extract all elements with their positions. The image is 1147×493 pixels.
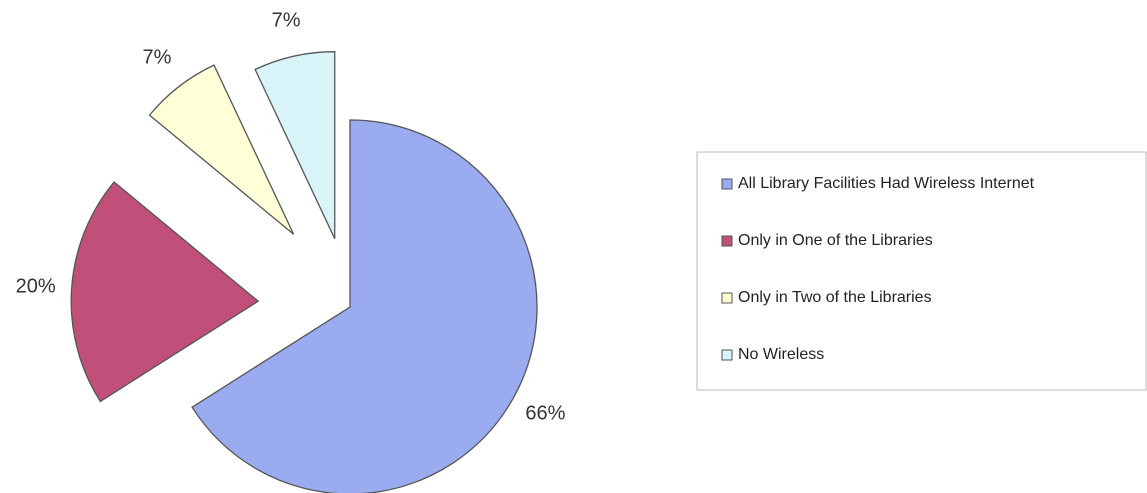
data-label: 7%	[142, 46, 171, 68]
data-label: 7%	[272, 9, 301, 31]
pie-slice	[191, 119, 538, 493]
pie-slice	[148, 64, 295, 235]
legend-label: Only in One of the Libraries	[738, 232, 933, 249]
legend-label: Only in Two of the Libraries	[738, 289, 932, 306]
legend-swatch	[721, 292, 733, 304]
data-label: 20%	[16, 276, 56, 298]
legend-label: All Library Facilities Had Wireless Inte…	[738, 175, 1035, 192]
legend-swatch	[721, 178, 733, 190]
data-label: 66%	[525, 403, 565, 425]
pie-slice	[70, 181, 260, 403]
legend-swatch	[721, 349, 733, 361]
pie-slice	[254, 51, 336, 239]
legend-label: No Wireless	[738, 346, 824, 363]
legend-swatch	[721, 235, 733, 247]
legend-box	[696, 151, 1147, 391]
